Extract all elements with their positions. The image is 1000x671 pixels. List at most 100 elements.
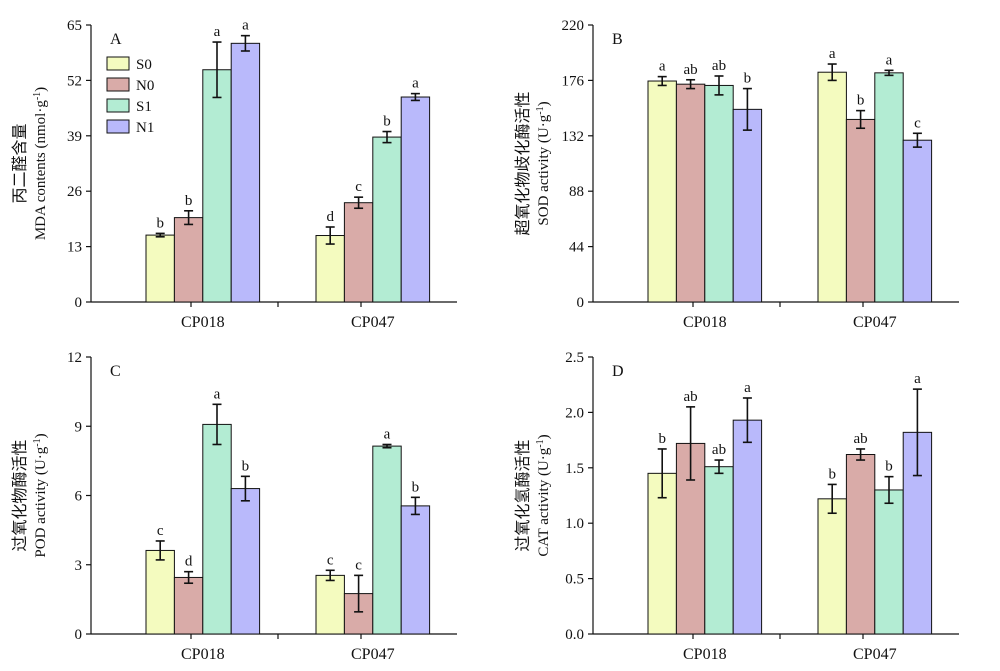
y-tick-label: 12 [67, 350, 82, 366]
significance-letter: b [857, 93, 865, 109]
bar-s0 [315, 574, 345, 635]
bar-s1 [874, 72, 904, 303]
bar-s1 [202, 423, 232, 635]
y-tick-label: 65 [67, 18, 82, 34]
panel-a: 0 13 26 39 52 65 Ab b a a CP018 d c b a CP047 丙二醛含量 MDA c… [11, 18, 457, 331]
bar-n1 [732, 419, 763, 635]
x-category-label: CP047 [351, 646, 395, 663]
significance-letter: b [242, 458, 250, 474]
bar-n0 [675, 83, 706, 303]
y-tick-label: 88 [569, 184, 584, 200]
y-tick-label: 0.5 [565, 572, 584, 588]
legend-swatch-s1 [106, 98, 130, 113]
y-tick-label: 176 [562, 73, 585, 89]
bar-s0 [145, 549, 175, 635]
significance-letter: a [744, 380, 751, 396]
y-axis-title: MDA contents (nmol·g-1) [32, 87, 50, 240]
bar-n1 [732, 108, 763, 303]
significance-letter: b [412, 479, 420, 495]
y-tick-label: 1.5 [565, 461, 584, 477]
y-tick-label: 9 [75, 419, 83, 435]
y-axis-title: POD activity (U·g-1) [32, 433, 50, 557]
y-tick-label: 2.0 [565, 405, 584, 421]
significance-letter: c [914, 115, 921, 131]
significance-letter: a [886, 52, 893, 68]
bar-n0 [173, 217, 204, 303]
significance-letter: b [185, 193, 193, 209]
y-axis-title-cn: 丙二醛含量 [11, 123, 29, 203]
panel-c: 0 3 6 9 12 Cc d a b CP018 c c a b CP047 过氧化物酶活性 POD acti… [11, 350, 457, 663]
significance-letter: a [659, 59, 666, 75]
significance-letter: a [384, 426, 391, 442]
y-tick-label: 13 [67, 240, 82, 256]
significance-letter: b [658, 431, 666, 447]
bar-s1 [704, 84, 734, 303]
legend-swatch-s0 [106, 56, 130, 71]
legend: S0 N0 S1 N1 [106, 56, 154, 136]
significance-letter: b [156, 215, 164, 231]
bar-n0 [845, 454, 876, 635]
significance-letter: d [185, 554, 193, 570]
y-tick-label: 0 [577, 295, 585, 311]
y-tick-label: 44 [569, 240, 585, 256]
significance-letter: ab [712, 442, 726, 458]
x-category-label: CP018 [683, 646, 727, 663]
y-axis-title-cn: 过氧化物酶活性 [11, 439, 29, 551]
significance-letter: c [355, 179, 362, 195]
bar-s1 [874, 489, 904, 635]
significance-letter: ab [684, 389, 698, 405]
y-tick-label: 26 [67, 184, 83, 200]
significance-letter: b [383, 114, 391, 130]
y-tick-label: 39 [67, 129, 82, 145]
x-category-label: CP047 [351, 314, 395, 331]
bar-s0 [315, 235, 345, 303]
legend-label: N1 [136, 120, 154, 136]
significance-letter: a [214, 386, 221, 402]
significance-letter: c [355, 557, 362, 573]
significance-letter: c [157, 523, 164, 539]
y-axis-title-cn: 超氧化物歧化酶活性 [514, 91, 532, 235]
y-axis-title-cn: 过氧化氢酶活性 [514, 439, 532, 551]
bar-n1 [230, 42, 261, 303]
x-category-label: CP018 [683, 314, 727, 331]
y-tick-label: 132 [562, 129, 585, 145]
bar-n1 [230, 488, 261, 635]
bar-n0 [845, 118, 876, 303]
significance-letter: a [914, 371, 921, 387]
panel-letter: D [612, 363, 624, 380]
panel-d: 0.0 0.5 1.0 1.5 2.0 2.5 Db ab ab a CP018 b ab b a CP047… [514, 350, 959, 663]
significance-letter: a [242, 18, 249, 34]
legend-label: N0 [136, 78, 154, 94]
bar-s0 [145, 234, 175, 303]
y-tick-label: 0.0 [565, 627, 584, 643]
significance-letter: b [744, 71, 752, 87]
y-tick-label: 1.0 [565, 516, 584, 532]
x-category-label: CP018 [181, 314, 225, 331]
bar-n1 [902, 139, 933, 303]
significance-letter: b [885, 459, 893, 475]
bar-s0 [647, 80, 677, 303]
legend-swatch-n1 [106, 119, 130, 134]
panel-letter: B [612, 31, 623, 48]
bar-n0 [173, 576, 204, 635]
y-tick-label: 220 [562, 18, 585, 34]
panel-letter: A [110, 31, 122, 48]
significance-letter: a [829, 46, 836, 62]
significance-letter: a [412, 76, 419, 92]
panel-letter: C [110, 363, 121, 380]
bar-s0 [817, 498, 847, 635]
bar-n1 [400, 505, 431, 635]
y-axis-title: CAT activity (U·g-1) [535, 434, 553, 556]
significance-letter: b [828, 466, 836, 482]
x-category-label: CP018 [181, 646, 225, 663]
legend-label: S1 [136, 99, 152, 115]
bar-n1 [400, 96, 431, 303]
y-tick-label: 0 [75, 295, 83, 311]
y-tick-label: 52 [67, 73, 82, 89]
bar-s1 [372, 445, 402, 635]
bar-s1 [372, 136, 402, 303]
bar-n0 [343, 202, 374, 303]
legend-swatch-n0 [106, 77, 130, 92]
